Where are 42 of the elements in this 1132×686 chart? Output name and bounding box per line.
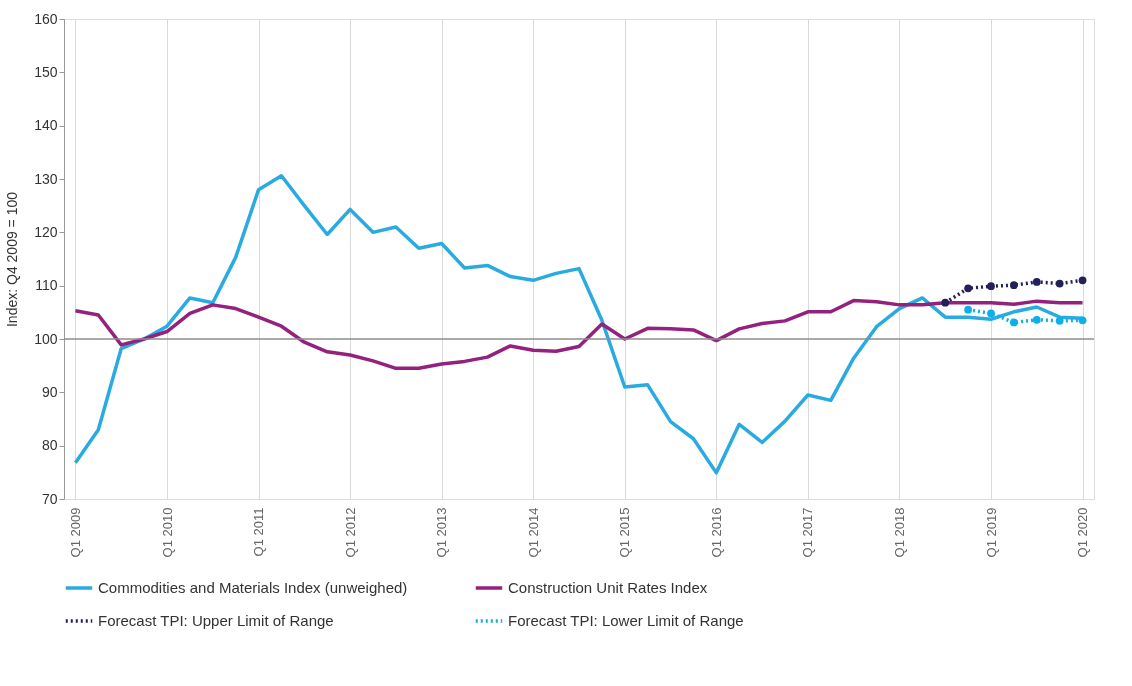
y-tick-label: 150 — [34, 63, 58, 80]
y-tick-label: 110 — [35, 277, 58, 294]
x-tick-label: Q1 2010 — [159, 507, 175, 558]
x-tick-label: Q1 2012 — [342, 507, 358, 558]
x-tick-label: Q1 2013 — [434, 507, 450, 558]
x-tick-label: Q1 2011 — [251, 507, 267, 557]
x-tick-label: Q1 2009 — [67, 507, 83, 558]
y-tick-label: 140 — [34, 117, 58, 134]
point — [1055, 317, 1064, 325]
point — [964, 305, 972, 314]
x-tick-label: Q1 2018 — [891, 507, 907, 558]
point — [1010, 318, 1018, 327]
y-tick-label: 80 — [41, 437, 58, 454]
line-series — [73, 174, 1085, 475]
x-tick-label: Q1 2017 — [800, 507, 816, 558]
y-axis-title: Index: Q4 2009 = 100 — [4, 191, 21, 328]
x-tick-label: Q1 2015 — [617, 507, 633, 558]
point — [1078, 316, 1087, 325]
point — [1032, 315, 1041, 324]
legend-label: Forecast TPI: Upper Limit of Range — [98, 612, 334, 629]
legend-label: Forecast TPI: Lower Limit of Range — [508, 612, 744, 629]
x-tick-label: Q1 2020 — [1075, 507, 1091, 558]
legend-label: Construction Unit Rates Index — [508, 579, 708, 596]
point — [987, 309, 995, 318]
point — [1055, 279, 1064, 288]
y-tick-label: 120 — [34, 223, 58, 240]
y-tick-label: 90 — [41, 383, 58, 400]
x-tick-label: Q1 2016 — [708, 507, 724, 558]
y-tick-label: 100 — [34, 330, 58, 347]
point — [1010, 281, 1018, 289]
point — [941, 298, 950, 307]
legend-label: Commodities and Materials Index (unweighed) — [98, 579, 408, 596]
y-tick-label: 130 — [34, 170, 58, 187]
point — [1078, 276, 1087, 285]
point — [987, 282, 995, 291]
point — [964, 284, 972, 293]
y-tick-label: 70 — [41, 490, 58, 507]
point — [1032, 278, 1041, 286]
x-tick-label: Q1 2014 — [525, 507, 541, 558]
x-tick-label: Q1 2019 — [983, 507, 999, 558]
line-series — [73, 298, 1085, 371]
y-tick-label: 160 — [34, 10, 58, 27]
